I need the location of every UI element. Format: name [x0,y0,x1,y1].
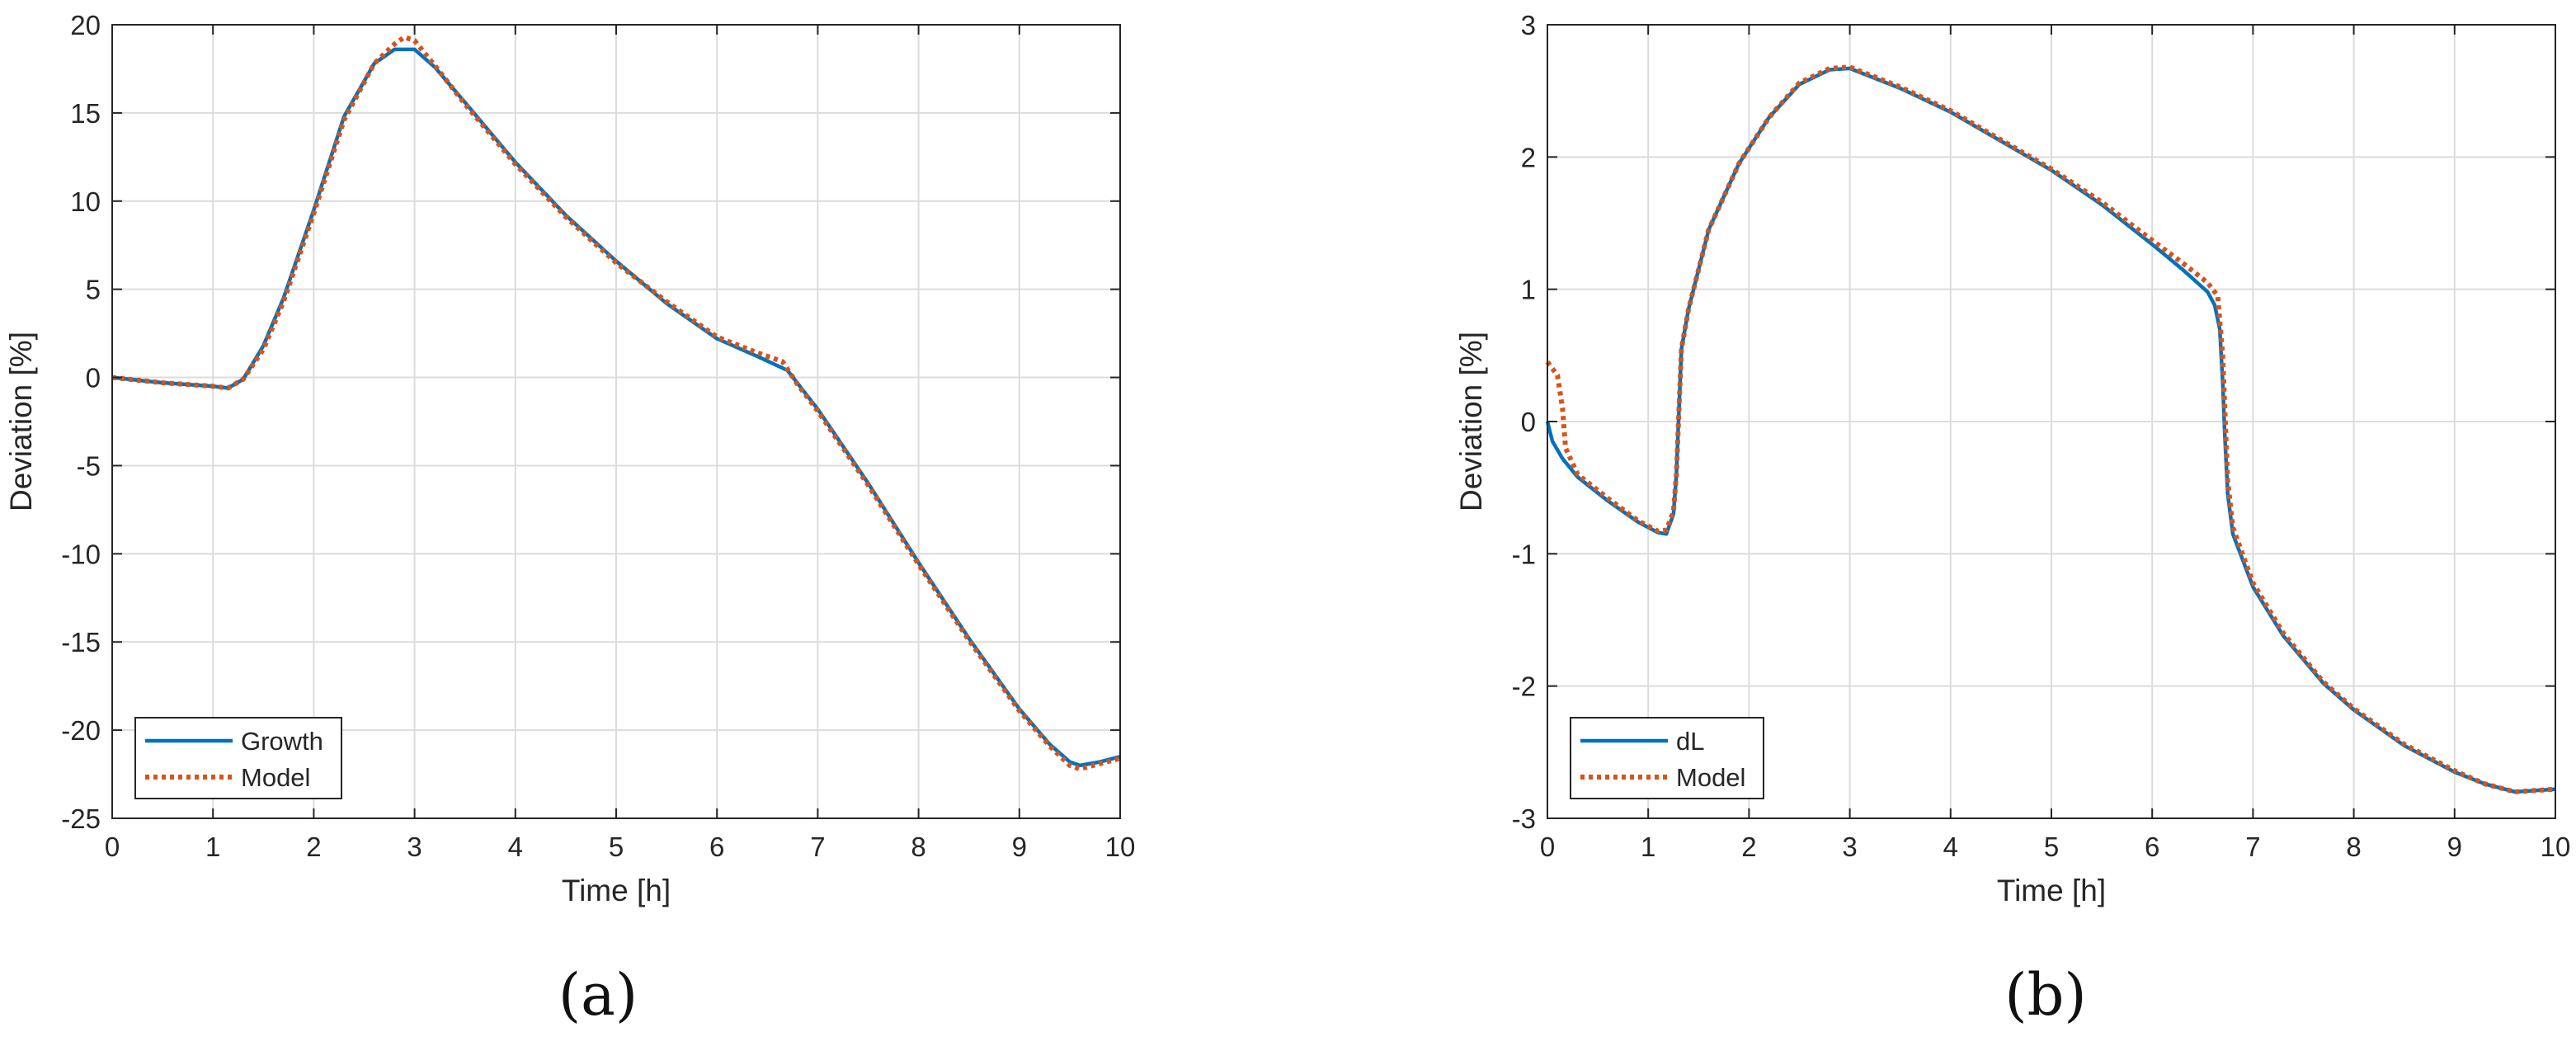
x-tick-label: 5 [609,832,624,862]
legend-label-growth: Growth [241,727,323,756]
y-tick-label: 5 [86,275,101,305]
chart-panel-a: 0 1 2 3 4 5 6 7 8 9 10 -25 -20 -15 -10 -5 0 5 10 15 20 Time [… [4,10,1135,1029]
x-tick-label: 5 [2044,832,2059,862]
x-tick-label: 7 [2245,832,2260,862]
x-axis-label: Time [h] [1997,874,2106,907]
y-tick-label: 0 [1521,407,1536,437]
x-tick-label: 2 [1741,832,1756,862]
x-tick-label: 2 [306,832,321,862]
panel-label: (b) [2004,961,2086,1029]
legend-box [134,717,342,799]
x-tick-label: 4 [508,832,523,862]
x-tick-label: 10 [1105,832,1136,862]
y-tick-label: -5 [77,450,101,481]
series-line-model [1545,64,2556,794]
y-axis-label: Deviation [%] [4,332,38,511]
y-tick-label: 2 [1521,142,1536,172]
y-tick-label: 1 [1521,275,1536,305]
panel-label: (a) [558,961,638,1029]
y-tick-label: -1 [1512,539,1536,569]
x-tick-label: 9 [1012,832,1027,862]
y-tick-label: 15 [70,98,101,129]
series-line-model [111,35,1121,772]
y-tick-label: -10 [61,539,101,569]
legend-label-model: Model [241,763,310,792]
x-axis-label: Time [h] [562,874,671,907]
y-axis-label: Deviation [%] [1454,332,1488,511]
y-tick-label: -2 [1512,671,1536,702]
x-tick-label: 6 [2145,832,2159,862]
y-tick-label: 0 [86,363,101,393]
legend: dL Model [1570,717,1764,799]
y-tick-label: 20 [70,10,101,40]
x-tick-label: 4 [1943,832,1958,862]
legend-label-model: Model [1676,763,1745,792]
y-tick-label: -3 [1512,803,1536,834]
legend-label-dl: dL [1676,727,1704,756]
y-tick-label: 10 [70,186,101,217]
y-tick-label: -20 [61,715,101,746]
x-tick-label: 3 [407,832,421,862]
y-tick-label: -25 [61,803,101,834]
x-tick-label: 10 [2541,832,2571,862]
legend-box [1570,717,1764,799]
y-tick-label: 3 [1521,10,1536,40]
x-tick-label: 8 [2346,832,2361,862]
x-tick-label: 3 [1842,832,1857,862]
x-tick-label: 1 [1641,832,1655,862]
y-tick-label: -15 [61,627,101,657]
x-tick-label: 0 [105,832,120,862]
x-tick-label: 8 [911,832,925,862]
x-tick-label: 0 [1540,832,1555,862]
x-tick-label: 7 [810,832,825,862]
legend: Growth Model [134,717,342,799]
chart-panel-b: 0 1 2 3 4 5 6 7 8 9 10 -3 -2 -1 0 1 2 3 Time [h] Deviation … [1454,10,2570,1029]
x-tick-label: 6 [709,832,724,862]
x-tick-label: 1 [205,832,220,862]
x-tick-label: 9 [2447,832,2462,862]
